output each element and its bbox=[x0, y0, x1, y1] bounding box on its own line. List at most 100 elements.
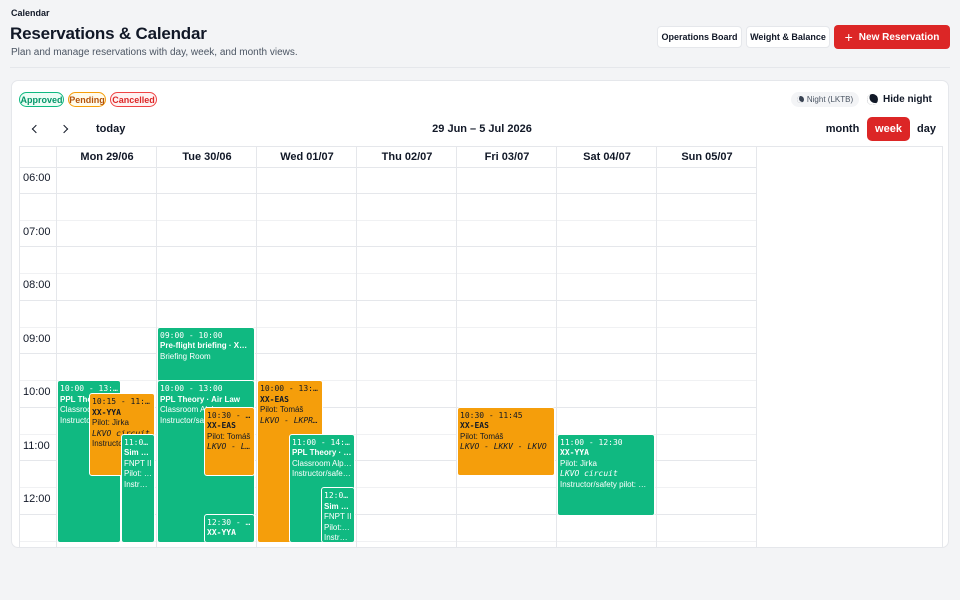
event-time: 10:00 - 13:00 bbox=[260, 384, 320, 393]
day-header[interactable]: Mon 29/06 bbox=[80, 151, 134, 163]
event-title: Sim session bbox=[124, 448, 152, 457]
reservation-event[interactable]: 11:00 - 12:30 XX-YYA Pilot: Jirka LKVO circ… bbox=[557, 433, 655, 516]
header-row-divider bbox=[20, 167, 756, 168]
grid-hour-line bbox=[20, 380, 756, 381]
night-indicator: Night (LKTB) bbox=[791, 92, 859, 107]
page-subtitle: Plan and manage reservations with day, w… bbox=[11, 47, 298, 58]
event-detail: Pilot: Tomáš bbox=[260, 405, 304, 414]
event-time: 09:00 - 10:00 bbox=[160, 330, 223, 340]
event-detail: Pilot: Jirka bbox=[560, 458, 597, 468]
grid-day-divider bbox=[656, 147, 657, 547]
grid-hour-line bbox=[20, 460, 756, 462]
grid-hour-line bbox=[20, 219, 756, 221]
date-range: 29 Jun – 5 Jul 2026 bbox=[432, 123, 532, 135]
grid-hour-line bbox=[20, 540, 756, 542]
event-detail: Pilot: Tomáš bbox=[207, 431, 251, 441]
grid-hour-line bbox=[20, 273, 756, 274]
day-header[interactable]: Fri 03/07 bbox=[484, 151, 530, 163]
event-title: XX-EAS bbox=[460, 421, 489, 431]
grid-day-divider bbox=[56, 147, 57, 547]
event-time: 10:00 - 13:00 bbox=[160, 384, 223, 393]
event-title: XX-YYA bbox=[560, 448, 589, 457]
event-title: XX-YYA bbox=[92, 407, 121, 417]
event-title: PPL Theory · Meteorology bbox=[292, 448, 352, 457]
event-title: XX-EAS bbox=[207, 421, 236, 431]
grid-day-divider bbox=[156, 147, 157, 547]
calendar-card: Approved Pending Cancelled Night (LKTB) … bbox=[11, 80, 949, 548]
event-detail: Pilot: Jirka bbox=[92, 418, 129, 428]
event-time: 11:00 - 12:30 bbox=[560, 437, 623, 447]
grid-hour-line bbox=[20, 246, 756, 248]
event-route: LKVO circuit bbox=[560, 469, 618, 478]
legend-approved: Approved bbox=[19, 92, 64, 107]
grid-hour-line bbox=[20, 192, 756, 194]
event-title: PPL Theory · Air Law bbox=[160, 394, 241, 404]
event-time: 11:00 - 14:00 bbox=[292, 437, 352, 447]
view-day-button[interactable]: day bbox=[917, 123, 936, 135]
event-route: LKVO - LKKV - LKVO bbox=[207, 442, 252, 452]
event-detail: Instructor/safety pilot: … bbox=[560, 479, 647, 489]
event-time: 11:00 - 13:00 bbox=[124, 437, 152, 447]
event-title: XX-EAS bbox=[260, 394, 289, 404]
legend-cancelled: Cancelled bbox=[110, 92, 157, 107]
event-detail: FNPT II bbox=[324, 512, 352, 521]
moon-icon bbox=[796, 96, 804, 103]
hide-night-toggle[interactable]: Hide night bbox=[865, 92, 932, 107]
grid-day-divider bbox=[456, 147, 457, 547]
event-detail: Instructor: … bbox=[124, 479, 152, 489]
page-title: Reservations & Calendar bbox=[10, 24, 207, 43]
legend-pending: Pending bbox=[68, 92, 106, 107]
view-week-button[interactable]: week bbox=[867, 117, 910, 141]
day-header[interactable]: Thu 02/07 bbox=[381, 151, 433, 163]
event-detail: Pilot: Tomáš bbox=[124, 469, 152, 478]
grid-day-divider bbox=[256, 147, 257, 547]
event-detail: Instructor/safety pilot: … bbox=[292, 469, 352, 478]
grid-hour-line bbox=[20, 299, 756, 301]
event-time: 10:15 - 11:45 bbox=[92, 397, 152, 407]
grid-hour-line bbox=[20, 353, 756, 355]
grid-hour-line bbox=[20, 326, 756, 328]
today-button[interactable]: today bbox=[96, 123, 126, 135]
time-label: 08:00 bbox=[23, 279, 51, 291]
hide-night-label: Hide night bbox=[883, 94, 932, 105]
view-month-button[interactable]: month bbox=[825, 123, 860, 135]
event-route: LKVO - LKPR - LKVO bbox=[260, 415, 320, 425]
operations-board-button[interactable]: Operations Board bbox=[657, 26, 742, 48]
time-label: 12:00 bbox=[23, 493, 51, 505]
event-title: Sim session bbox=[324, 501, 352, 511]
day-header[interactable]: Sat 04/07 bbox=[583, 151, 631, 163]
moon-icon bbox=[865, 92, 880, 107]
event-detail: Instructor: … bbox=[324, 533, 352, 542]
event-time: 12:30 - 14:00 bbox=[207, 517, 252, 527]
plus-icon: + bbox=[844, 28, 853, 45]
breadcrumb: Calendar bbox=[11, 8, 50, 18]
new-reservation-button[interactable]: + New Reservation bbox=[834, 25, 950, 49]
day-header[interactable]: Wed 01/07 bbox=[280, 151, 334, 163]
event-time: 10:30 - 11:45 bbox=[207, 410, 252, 420]
event-detail: Classroom Alpha bbox=[292, 458, 352, 468]
day-header[interactable]: Sun 05/07 bbox=[681, 151, 733, 163]
event-title: XX-YYA bbox=[207, 528, 236, 538]
event-time: 10:30 - 11:45 bbox=[460, 410, 523, 420]
grid-hour-line bbox=[20, 433, 756, 435]
grid-day-divider bbox=[556, 147, 557, 547]
time-label: 10:00 bbox=[23, 386, 51, 398]
grid-hour-line bbox=[20, 406, 756, 408]
weight-balance-button[interactable]: Weight & Balance bbox=[746, 26, 830, 48]
week-grid: Mon 29/06 Tue 30/06 Wed 01/07 Thu 02/07 Fri … bbox=[19, 146, 943, 547]
time-label: 09:00 bbox=[23, 332, 51, 345]
day-header[interactable]: Tue 30/06 bbox=[182, 151, 232, 163]
grid-day-divider bbox=[356, 147, 357, 547]
event-detail: Briefing Room bbox=[160, 351, 211, 361]
header-divider bbox=[10, 67, 950, 68]
time-label: 06:00 bbox=[23, 172, 51, 184]
event-detail: Pilot: Jirka bbox=[324, 522, 352, 532]
event-route: LKVO - LKKV - LKVO bbox=[460, 442, 547, 452]
grid-hour-line bbox=[20, 487, 756, 488]
